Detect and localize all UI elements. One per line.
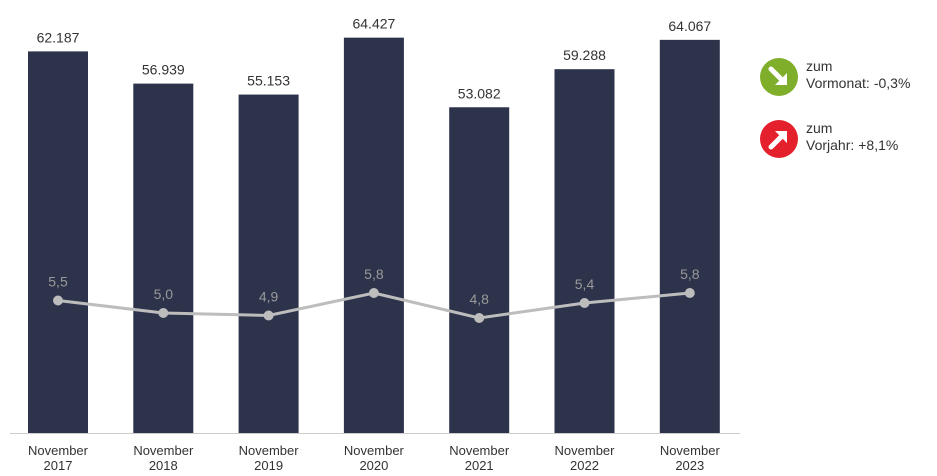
arrow-up-right-icon [768,131,787,150]
indicator-vorjahr: zum Vorjahr: +8,1% [760,120,902,158]
bar-value-label: 64.427 [352,16,395,32]
bar [28,51,88,434]
x-tick-label-line: November [660,443,721,458]
line-point [474,313,485,323]
line-value-label: 4,9 [259,289,279,305]
line-value-label: 5,8 [680,266,700,282]
line-point [263,310,274,321]
line-value-label: 5,5 [48,274,68,290]
x-tick-label-line: November [555,443,616,458]
bar-value-label: 59.288 [563,47,606,63]
bar-value-label: 56.939 [142,62,185,78]
indicator-vormonat: zum Vormonat: -0,3% [760,58,914,96]
bar [449,107,510,434]
x-tick-label-line: November [28,443,89,458]
indicator-value: +8,1% [858,137,899,153]
x-tick-label: November 2022 [555,443,616,473]
bar-value-label: 64.067 [668,18,711,34]
line-value-label: 5,4 [575,276,595,292]
bar [343,37,404,434]
x-tick-label-line: 2018 [149,458,178,473]
bar [554,69,615,434]
indicator-label: Vormonat: [806,75,870,91]
x-tick-label-line: 2020 [359,458,388,473]
line-value-label: 5,8 [364,266,384,282]
x-tick-label-line: November [239,443,300,458]
x-tick-label-line: November [449,443,510,458]
bar-value-label: 62.187 [37,29,80,45]
arrow-down-right-icon [768,66,787,85]
x-tick-label: November 2021 [449,443,510,473]
line-point [158,308,169,318]
x-tick-label-line: 2021 [465,458,494,473]
indicator-label: Vorjahr: [806,137,855,153]
line-point [684,288,695,298]
x-tick-label-line: November [133,443,194,458]
line-value-label: 4,8 [469,291,489,307]
x-tick-label: November 2020 [344,443,405,473]
trend-down-badge [760,58,798,96]
x-tick-label: November 2023 [660,443,721,473]
x-tick-label: November 2017 [28,443,89,473]
x-tick-label-line: 2023 [675,458,704,473]
indicator-line1: zum [806,58,833,74]
bar [238,94,299,434]
x-tick-label-line: 2019 [254,458,283,473]
line-value-label: 5,0 [154,286,174,302]
trend-up-badge [760,120,798,158]
bar [133,83,194,433]
bar-line-chart: 62.187 56.939 55.153 64.427 53.082 59.288 64.0… [10,16,740,473]
x-tick-label-line: 2017 [44,458,73,473]
x-tick-label: November 2019 [239,443,300,473]
x-tick-label-line: 2022 [570,458,599,473]
bar-value-label: 53.082 [458,85,501,101]
line-point [368,288,379,298]
line-point [53,295,63,306]
line-point [579,298,590,308]
x-tick-label: November 2018 [133,443,194,473]
bar-value-label: 55.153 [247,73,290,89]
bar [659,39,720,433]
x-tick-label-line: November [344,443,405,458]
indicator-value: -0,3% [873,75,911,91]
indicator-line1: zum [806,120,833,136]
